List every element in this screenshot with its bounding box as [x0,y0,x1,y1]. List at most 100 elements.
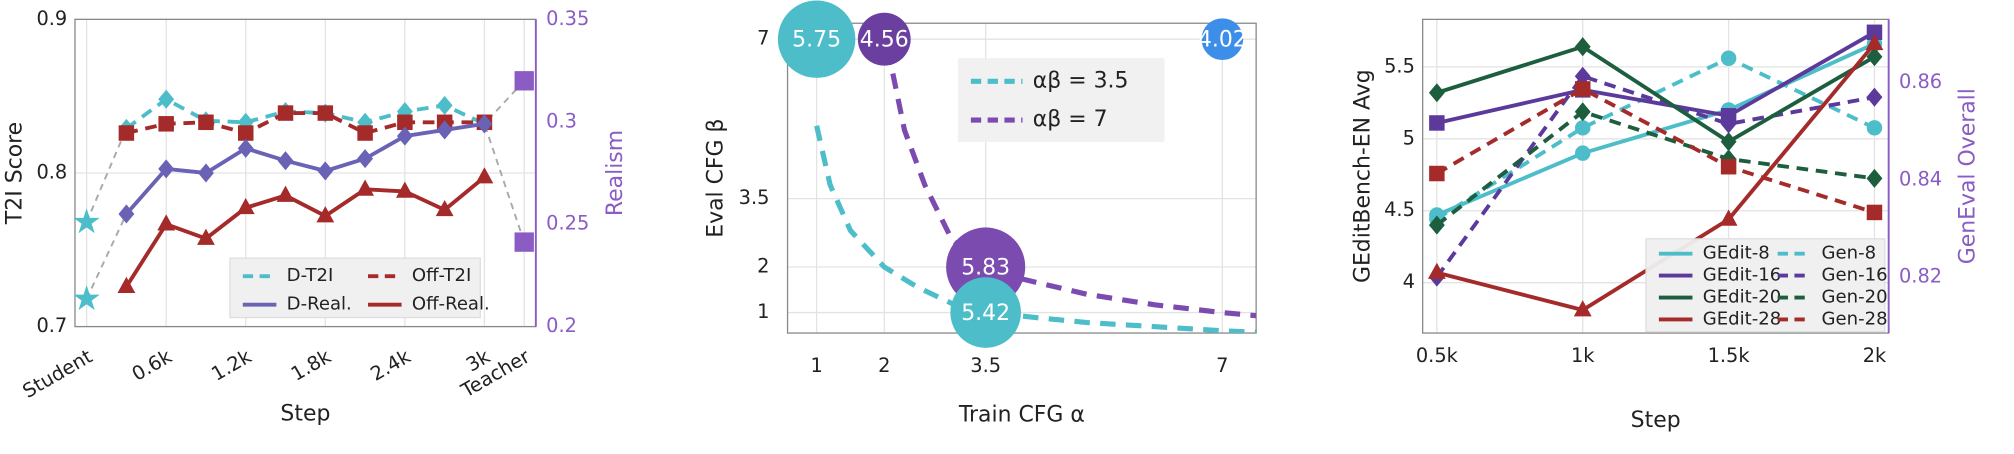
legend-label: Gen-20 [1822,287,1888,308]
legend-box [957,58,1165,142]
y-tick-label: 0.7 [36,314,67,337]
legend-label: GEdit-20 [1703,287,1781,308]
legend-label: Gen-8 [1822,243,1877,264]
marker [1574,120,1591,136]
y2-axis-label: Realism [603,130,628,216]
legend-label: GEdit-16 [1703,265,1781,286]
marker [277,151,294,171]
y2-axis-label: GenEval Overall [1956,88,1981,264]
legend-label: GEdit-8 [1703,243,1770,264]
series-line [1436,30,1876,125]
series-line [1436,44,1876,144]
x-tick-label: 1.2k [207,344,256,385]
x-tick-label: 7 [1216,354,1228,377]
marker [1428,83,1445,103]
marker [276,185,295,202]
y2-tick-label: 0.35 [546,7,589,30]
marker [1866,87,1883,107]
y-tick-label: 3.5 [739,186,770,209]
y-axis-label: T2I Score [3,122,28,225]
x-tick-label: 3.5 [970,354,1001,377]
y-tick-label: 0.8 [36,160,67,183]
x-tick-label: 1 [810,354,822,377]
marker [158,89,175,109]
y-tick-label: 5.5 [1384,54,1415,77]
y2-tick-label: 0.2 [546,314,577,337]
marker [476,114,493,134]
marker [514,71,534,91]
marker [1865,33,1884,51]
legend-label: D-T2I [287,265,334,286]
legend-label: D-Real. [287,294,352,315]
legend-label: Off-T2I [412,265,471,286]
marker [1866,120,1883,136]
marker [117,276,136,293]
legend-label: Gen-28 [1822,308,1888,329]
x-tick-label: Student [19,345,97,403]
marker [237,125,254,141]
marker [436,120,453,140]
marker [395,181,414,198]
y-tick-label: 4.5 [1384,198,1415,221]
marker [277,105,294,121]
x-tick-label: 0.5k [1416,344,1459,367]
marker [118,204,135,224]
x-tick-label: 2 [878,354,890,377]
marker [1719,209,1738,226]
x-tick-label: 0.6k [128,344,177,385]
marker [1574,37,1591,57]
series-line [125,96,486,130]
marker [396,126,413,146]
marker [1429,115,1445,131]
plot-frame [786,22,1257,334]
marker [514,232,534,252]
y-tick-label: 7 [757,27,769,50]
y2-tick-label: 0.25 [546,212,589,235]
marker [475,167,494,184]
connector [85,128,128,223]
marker [356,179,374,196]
marker [198,114,214,131]
legend-label: αβ = 7 [1033,107,1108,132]
marker [158,116,174,132]
x-axis-label: Step [1631,408,1681,433]
series-line [125,111,485,136]
legend-label: Gen-16 [1822,265,1888,286]
series-line [1436,42,1876,217]
y2-tick-label: 0.84 [1899,167,1942,190]
marker [1574,102,1591,122]
marker [118,125,135,141]
marker [316,206,335,223]
marker [1720,158,1737,175]
marker [73,285,100,311]
marker [197,228,215,245]
bubble-label: 5.75 [792,27,841,52]
bubble [857,12,911,66]
marker [236,197,255,215]
legend-box [229,257,481,319]
y-tick-label: 4 [1403,270,1415,293]
marker [1428,215,1445,235]
legend-label: GEdit-28 [1703,308,1781,329]
bubble-label: 4.56 [860,27,909,52]
marker [1427,262,1446,279]
marker [1866,204,1883,221]
marker [435,199,454,217]
marker [158,159,175,179]
bubble-label: 5.42 [961,301,1010,326]
legend-label: αβ = 3.5 [1033,68,1129,93]
x-axis-label: Step [280,401,330,426]
y-axis-label: Eval CFG β [704,119,729,238]
marker [436,95,453,115]
bubble-label: 4.02 [1198,27,1247,52]
x-axis-label: Train CFG α [958,403,1085,428]
series-line [1435,86,1876,215]
series-line [1435,73,1875,279]
marker [157,214,176,231]
marker [357,125,373,141]
marker [1429,165,1445,182]
y2-tick-label: 0.82 [1899,265,1942,288]
bubble [950,277,1021,348]
legend-label: Off-Real. [412,294,490,315]
